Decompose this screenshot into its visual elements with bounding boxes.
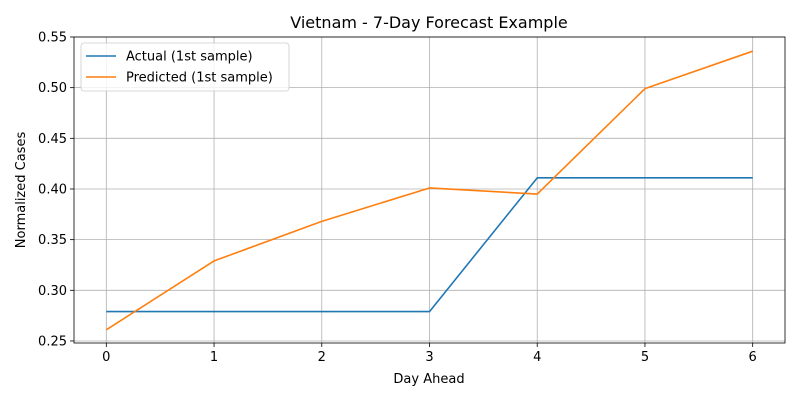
y-tick-label: 0.35: [38, 233, 67, 248]
axis-ticks: 0 1 2 3 4 5 6 0.25 0.30 0.35 0.40 0.45 0.50 0.55: [38, 31, 757, 366]
y-tick-label: 0.55: [38, 31, 67, 46]
y-tick-label: 0.50: [38, 81, 67, 96]
legend-label: Actual (1st sample): [126, 50, 253, 65]
y-tick-label: 0.40: [38, 182, 67, 197]
legend: Actual (1st sample) Predicted (1st sample…: [80, 42, 290, 92]
x-tick-label: 1: [210, 350, 218, 365]
x-tick-label: 3: [425, 350, 433, 365]
y-axis-label: Normalized Cases: [14, 132, 29, 249]
y-tick-label: 0.45: [38, 132, 67, 147]
y-tick-label: 0.30: [38, 284, 67, 299]
legend-label: Predicted (1st sample): [126, 71, 273, 86]
x-tick-label: 2: [318, 350, 326, 365]
legend-box: [80, 42, 290, 92]
y-tick-label: 0.25: [38, 334, 67, 349]
chart-title: Vietnam - 7-Day Forecast Example: [290, 13, 567, 32]
x-tick-label: 5: [641, 350, 649, 365]
x-tick-label: 0: [102, 350, 110, 365]
x-axis-label: Day Ahead: [393, 372, 464, 387]
plot-frame: [73, 36, 786, 344]
series-lines: [105, 50, 753, 331]
x-tick-label: 4: [533, 350, 541, 365]
x-tick-label: 6: [749, 350, 757, 365]
